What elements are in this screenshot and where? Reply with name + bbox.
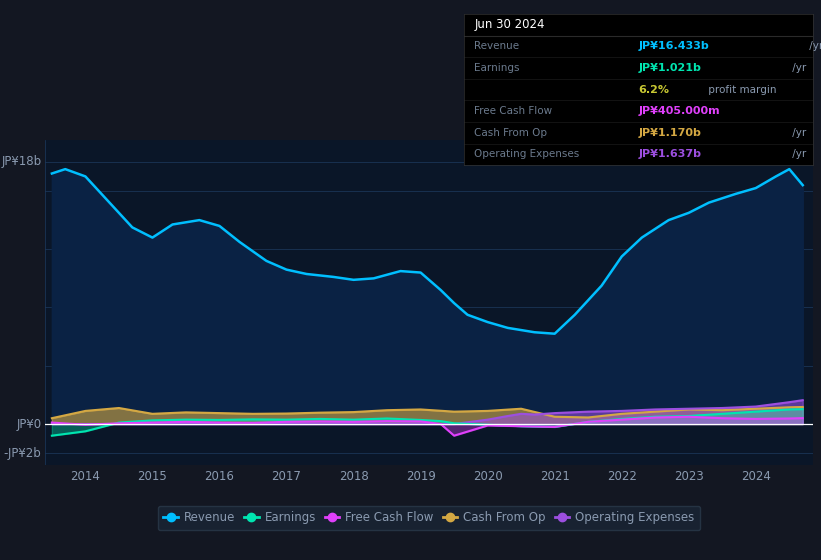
Text: Earnings: Earnings xyxy=(475,63,520,73)
Text: JP¥1.021b: JP¥1.021b xyxy=(639,63,701,73)
Text: JP¥16.433b: JP¥16.433b xyxy=(639,41,709,52)
Text: profit margin: profit margin xyxy=(705,85,777,95)
Text: Free Cash Flow: Free Cash Flow xyxy=(475,106,553,116)
Text: /yr: /yr xyxy=(805,41,821,52)
Text: /yr: /yr xyxy=(789,128,806,138)
Legend: Revenue, Earnings, Free Cash Flow, Cash From Op, Operating Expenses: Revenue, Earnings, Free Cash Flow, Cash … xyxy=(158,506,700,530)
Text: JP¥1.170b: JP¥1.170b xyxy=(639,128,701,138)
Text: /yr: /yr xyxy=(789,63,806,73)
Text: Operating Expenses: Operating Expenses xyxy=(475,150,580,160)
Text: -JP¥2b: -JP¥2b xyxy=(3,447,41,460)
Text: JP¥0: JP¥0 xyxy=(16,418,41,431)
Text: JP¥1.637b: JP¥1.637b xyxy=(639,150,701,160)
Text: JP¥405.000m: JP¥405.000m xyxy=(639,106,720,116)
Text: Cash From Op: Cash From Op xyxy=(475,128,548,138)
Text: Revenue: Revenue xyxy=(475,41,520,52)
Text: 6.2%: 6.2% xyxy=(639,85,669,95)
Text: /yr: /yr xyxy=(789,150,806,160)
Text: Jun 30 2024: Jun 30 2024 xyxy=(475,18,545,31)
Text: JP¥18b: JP¥18b xyxy=(1,155,41,169)
